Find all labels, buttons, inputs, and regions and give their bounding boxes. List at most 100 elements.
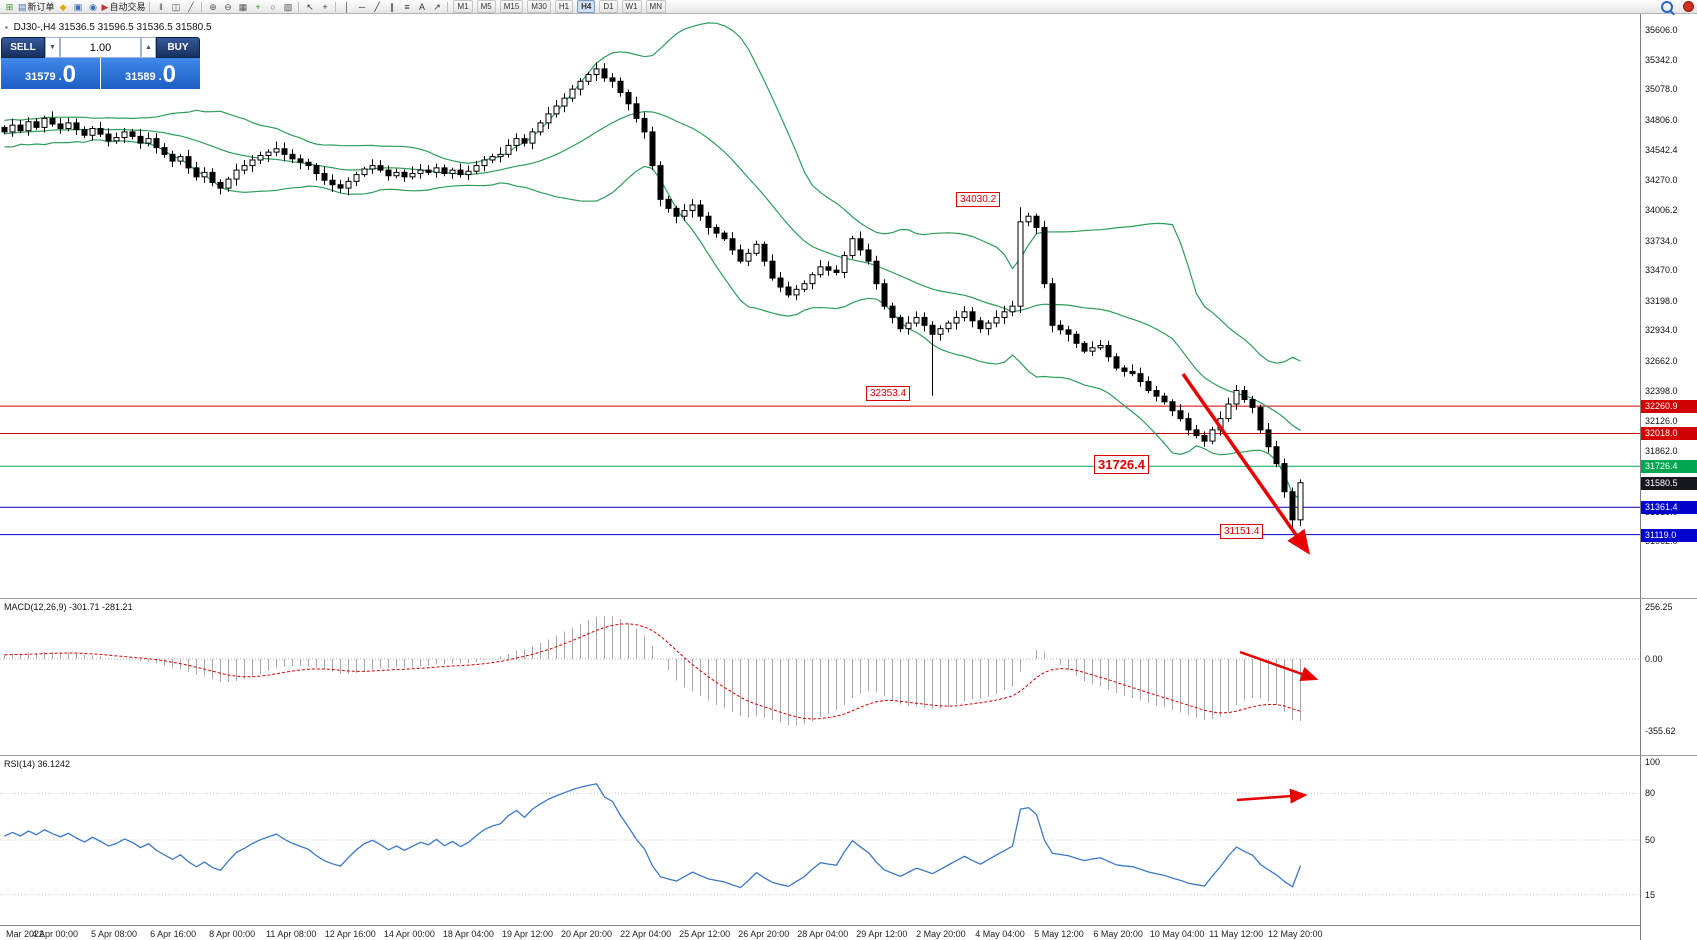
rsi-scale-label: 80 — [1645, 788, 1656, 799]
tile-windows-icon: ▦ — [238, 1, 248, 12]
time-axis-label: 18 Apr 04:00 — [442, 929, 494, 939]
horizontal-line-icon[interactable]: ─ — [355, 1, 368, 13]
macd-indicator-panel[interactable] — [0, 600, 1640, 755]
volume-input[interactable] — [60, 37, 141, 58]
time-axis-label: 11 May 12:00 — [1209, 929, 1264, 939]
timeframe-mn[interactable]: MN — [645, 0, 666, 13]
market-watch-icon[interactable]: ▣ — [72, 1, 85, 13]
price-annotation[interactable]: 34030.2 — [956, 192, 1001, 207]
timeframe-d1[interactable]: D1 — [599, 0, 618, 13]
timeframe-m5[interactable]: M5 — [476, 0, 496, 13]
new-order-button[interactable]: ▤ 新订单 — [18, 1, 55, 13]
sell-button[interactable]: SELL — [1, 37, 45, 58]
zoom-out-icon: ⊖ — [224, 1, 232, 12]
indicators-icon[interactable]: + — [251, 1, 264, 13]
price-scale-label: 34542.4 — [1645, 144, 1678, 155]
volume-dropdown-arrow[interactable]: ▼ — [45, 37, 60, 58]
time-axis-label: 10 May 04:00 — [1149, 929, 1205, 939]
arrows-object-icon[interactable]: ↗ — [430, 1, 443, 13]
volume-stepper-up[interactable]: ▲ — [141, 37, 156, 58]
time-axis-label: Mar 2022 — [6, 929, 45, 939]
price-annotation[interactable]: 32353.4 — [866, 386, 911, 401]
crosshair-icon[interactable]: + — [318, 1, 331, 13]
panel-divider[interactable] — [0, 598, 1697, 599]
vertical-line-icon: │ — [344, 1, 350, 12]
price-scale-label: 32662.0 — [1645, 356, 1678, 367]
timeframe-m30[interactable]: M30 — [527, 0, 551, 13]
auto-trading-button[interactable]: ▶ 自动交易 — [102, 1, 146, 13]
price-axis[interactable]: 35606.0 35342.0 35078.0 34806.0 34542.4 34270… — [1640, 14, 1697, 940]
fibonacci-icon: ≡ — [404, 1, 410, 12]
panel-divider[interactable] — [0, 755, 1697, 756]
time-axis-label: 5 May 12:00 — [1034, 929, 1084, 939]
zoom-out-icon[interactable]: ⊖ — [221, 1, 234, 13]
time-axis-label: 2 May 20:00 — [916, 929, 966, 939]
time-axis-label: 6 Apr 16:00 — [150, 929, 197, 939]
candlestick-chart-icon[interactable]: ◫ — [169, 1, 182, 13]
cursor-icon[interactable]: ↖ — [303, 1, 316, 13]
time-axis-label: 11 Apr 08:00 — [266, 929, 317, 939]
buy-price-display[interactable]: 31589 . 0 — [101, 58, 200, 89]
time-axis-label: 20 Apr 20:00 — [561, 929, 613, 939]
macd-scale-label: 0.00 — [1645, 654, 1663, 664]
trendline-icon[interactable]: ╱ — [370, 1, 383, 13]
data-window-icon[interactable]: ◉ — [87, 1, 100, 13]
bar-chart-icon[interactable]: ‖ — [154, 1, 167, 13]
bar-chart-icon: ‖ — [159, 1, 163, 12]
price-scale-label: 35606.0 — [1645, 25, 1678, 35]
vertical-line-icon[interactable]: │ — [340, 1, 353, 13]
price-scale-label: 33470.0 — [1645, 265, 1678, 276]
zoom-in-icon[interactable]: ⊕ — [206, 1, 219, 13]
templates-icon[interactable]: ▨ — [281, 1, 294, 13]
timeframe-m1[interactable]: M1 — [453, 0, 473, 13]
alert-icon[interactable]: ◆ — [57, 1, 70, 13]
search-icon[interactable] — [1661, 0, 1673, 13]
price-scale-label: 32934.0 — [1645, 325, 1678, 336]
price-scale-label: 35342.0 — [1645, 54, 1678, 65]
market-watch-icon: ▣ — [73, 1, 83, 12]
periods-icon: ○ — [270, 1, 276, 12]
text-label-icon[interactable]: A — [415, 1, 428, 13]
time-axis-label: 6 May 20:00 — [1093, 929, 1143, 939]
toolbar-separator — [298, 1, 300, 12]
time-axis-label: 26 Apr 20:00 — [738, 929, 790, 939]
zoom-in-icon: ⊕ — [209, 1, 217, 12]
main-price-chart[interactable] — [0, 14, 1640, 598]
price-annotation[interactable]: 31151.4 — [1220, 524, 1264, 539]
level-price-badge: 31726.4 — [1641, 460, 1697, 474]
toolbar-separator — [149, 1, 151, 12]
time-axis-label: 5 Apr 08:00 — [91, 929, 138, 939]
macd-scale-label: -355.62 — [1645, 726, 1676, 737]
crosshair-icon: + — [322, 1, 328, 12]
rsi-indicator-panel[interactable] — [0, 757, 1640, 923]
notification-icon[interactable] — [1683, 1, 1694, 12]
auto-trading-button: ▶ — [101, 1, 109, 12]
macd-scale-label: 256.25 — [1645, 602, 1673, 613]
timeframe-h4[interactable]: H4 — [577, 0, 596, 13]
price-annotation[interactable]: 31726.4 — [1094, 455, 1149, 474]
timeframe-w1[interactable]: W1 — [621, 0, 642, 13]
bollinger-middle-band — [4, 110, 1301, 431]
new-order-icon[interactable]: ⊞ — [3, 1, 16, 13]
sell-price-display[interactable]: 31579 . 0 — [1, 58, 100, 89]
timeframe-h1[interactable]: H1 — [554, 0, 574, 13]
fibonacci-icon[interactable]: ≡ — [400, 1, 413, 13]
time-axis-label: 29 Apr 12:00 — [856, 929, 908, 939]
time-axis-label: 4 May 04:00 — [975, 929, 1025, 939]
channel-icon[interactable]: ∥ — [385, 1, 398, 13]
macd-histogram — [4, 616, 1301, 726]
time-axis-label: 19 Apr 12:00 — [501, 929, 553, 939]
line-chart-icon[interactable]: ╱ — [184, 1, 197, 13]
buy-button[interactable]: BUY — [156, 37, 200, 58]
time-axis-label: 8 Apr 00:00 — [209, 929, 256, 939]
periods-icon[interactable]: ○ — [266, 1, 279, 13]
trend-arrow — [1181, 372, 1311, 555]
chart-header: ▪ DJ30-,H4 31536.5 31596.5 31536.5 31580… — [5, 22, 212, 33]
rsi-line — [4, 783, 1302, 889]
rsi-scale-label: 15 — [1645, 889, 1656, 900]
time-axis[interactable]: Mar 2022 4 Apr 00:00 5 Apr 08:00 6 Apr 16:0… — [0, 925, 1640, 940]
timeframe-m15[interactable]: M15 — [499, 0, 524, 13]
tile-windows-icon[interactable]: ▦ — [236, 1, 249, 13]
trend-arrow — [1236, 788, 1308, 804]
